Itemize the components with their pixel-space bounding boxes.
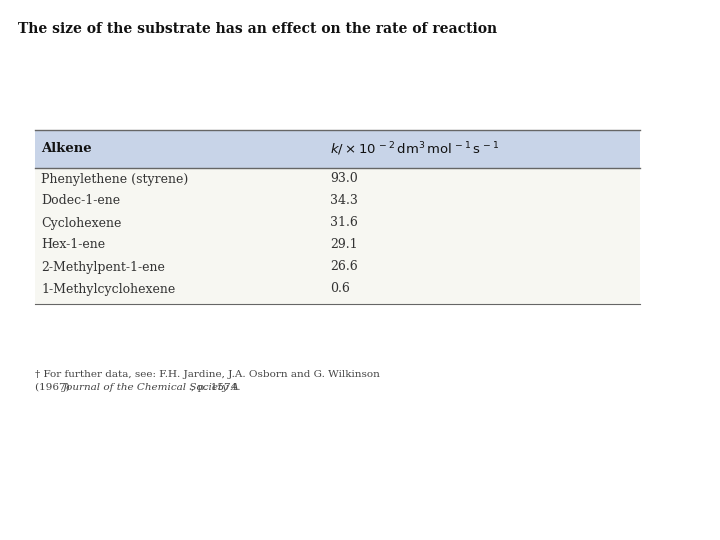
Bar (35, 130, 640, 304)
Text: Journal of the Chemical Society A: Journal of the Chemical Society A (63, 383, 239, 392)
Text: 31.6: 31.6 (330, 217, 358, 230)
Text: (1967): (1967) (35, 383, 73, 392)
Text: 1-Methylcyclohexene: 1-Methylcyclohexene (41, 282, 175, 295)
Text: Cyclohexene: Cyclohexene (41, 217, 122, 230)
Text: 0.6: 0.6 (330, 282, 350, 295)
Text: 34.3: 34.3 (330, 194, 358, 207)
Text: 26.6: 26.6 (330, 260, 358, 273)
Text: Dodec-1-ene: Dodec-1-ene (41, 194, 120, 207)
Text: Alkene: Alkene (41, 143, 91, 156)
Text: $k/\times10^{\,-2}\,\mathrm{dm}^{3}\,\mathrm{mol}^{\,-1}\,\mathrm{s}^{\,-1}$: $k/\times10^{\,-2}\,\mathrm{dm}^{3}\,\ma… (330, 140, 500, 158)
Text: 93.0: 93.0 (330, 172, 358, 186)
Text: † For further data, see: F.H. Jardine, J.A. Osborn and G. Wilkinson: † For further data, see: F.H. Jardine, J… (35, 370, 380, 379)
Text: 29.1: 29.1 (330, 239, 358, 252)
Text: 2-Methylpent-1-ene: 2-Methylpent-1-ene (41, 260, 165, 273)
Text: Hex-1-ene: Hex-1-ene (41, 239, 105, 252)
Text: , p. 1574.: , p. 1574. (191, 383, 240, 392)
Text: The size of the substrate has an effect on the rate of reaction: The size of the substrate has an effect … (18, 22, 497, 36)
Text: Phenylethene (styrene): Phenylethene (styrene) (41, 172, 188, 186)
Bar (35, 130, 640, 168)
